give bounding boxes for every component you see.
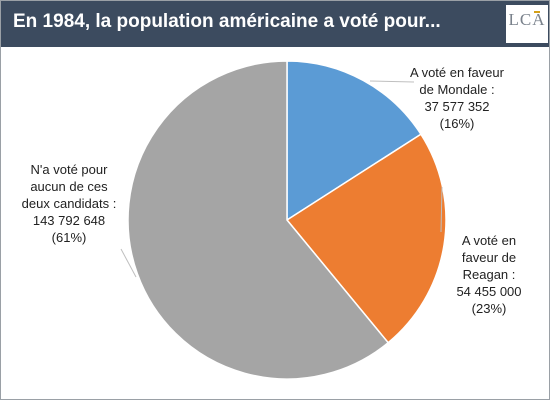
pie-chart: A voté en faveur de Mondale : 37 577 352 (1… — [22, 60, 522, 380]
slice-label-mondale: A voté en faveur de Mondale : 37 577 352 (1… — [410, 65, 505, 131]
slice-label-reagan: A voté en faveur de Reagan : 54 455 000 (23%… — [456, 233, 521, 316]
leader-line-reagan — [440, 186, 443, 233]
slice-label-line: de Mondale : — [419, 82, 494, 97]
slice-label-line: A voté en faveur — [410, 65, 505, 80]
chart-header: En 1984, la population américaine a voté… — [1, 1, 549, 47]
slice-label-line: (16%) — [440, 116, 475, 131]
leader-line-none — [120, 248, 137, 278]
slice-label-line: deux candidats : — [22, 196, 117, 211]
pie-slice-reagan — [285, 133, 447, 344]
slice-label-line: (23%) — [472, 301, 507, 316]
lca-logo-text: LCA — [508, 10, 546, 29]
slice-label-line: 37 577 352 — [424, 99, 489, 114]
slice-label-line: A voté en — [462, 233, 516, 248]
slice-label-line: Reagan : — [463, 267, 516, 282]
logo-accent-mark — [534, 11, 540, 13]
pie-slices — [127, 60, 447, 380]
leader-line-mondale — [369, 80, 415, 83]
slice-label-line: 54 455 000 — [456, 284, 521, 299]
slice-label-line: faveur de — [462, 250, 516, 265]
slice-label-line: N'a voté pour — [31, 162, 109, 177]
slice-labels: A voté en faveur de Mondale : 37 577 352 (1… — [22, 65, 522, 316]
slice-label-line: 143 792 648 — [33, 213, 105, 228]
slice-label-line: (61%) — [52, 230, 87, 245]
pie-slice-none — [127, 60, 390, 380]
label-leader-lines — [120, 80, 443, 278]
lca-logo: LCA — [506, 5, 548, 43]
slice-label-none: N'a voté pour aucun de ces deux candidats … — [22, 162, 117, 245]
slice-label-line: aucun de ces — [30, 179, 108, 194]
chart-title: En 1984, la population américaine a voté… — [13, 11, 441, 32]
pie-slice-mondale — [286, 60, 422, 222]
